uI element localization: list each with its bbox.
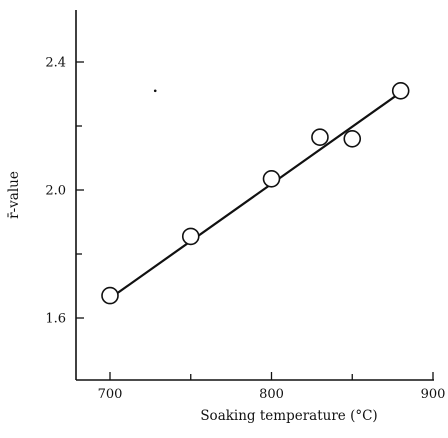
data-points	[101, 82, 410, 305]
stray-marks	[153, 89, 157, 93]
fit-lines	[110, 91, 402, 299]
data-point	[311, 128, 329, 146]
regression-line	[110, 91, 402, 299]
data-point	[391, 82, 410, 100]
x-axis-title: Soaking temperature (°C)	[200, 408, 377, 424]
y-axis-ticks: 1.6 2.0 2.4	[45, 56, 84, 327]
x-tick-label: 700	[98, 387, 123, 402]
x-tick-label: 900	[421, 387, 446, 402]
x-tick-label: 800	[259, 387, 284, 402]
plot-area: 700 800 900 1.6 2.0 2.4	[45, 10, 445, 402]
stray-dot	[153, 89, 157, 93]
y-axis-title: r̄-value	[6, 171, 22, 219]
data-point	[181, 227, 200, 246]
y-tick-label: 2.0	[45, 184, 66, 199]
data-point	[101, 286, 119, 305]
data-point	[262, 170, 281, 188]
data-point	[343, 130, 362, 148]
x-axis-ticks: 700 800 900	[98, 372, 446, 402]
y-tick-label: 2.4	[45, 56, 66, 71]
y-tick-label: 1.6	[45, 312, 66, 327]
